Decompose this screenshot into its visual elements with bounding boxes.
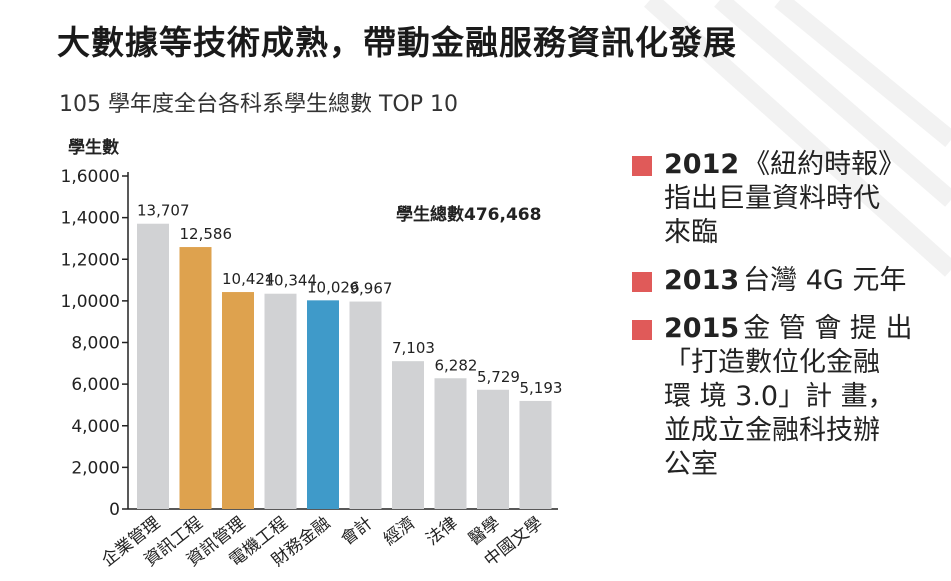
y-tick-label: 0 [109, 500, 120, 520]
bar [392, 361, 424, 509]
bar [307, 300, 339, 509]
chart-annotation: 學生總數476,468 [396, 204, 541, 225]
note-text: 金 管 會 提 出 「打造數位化金融 環 境 3.0」計 畫， 並成立金融科技辦… [664, 313, 913, 480]
bar [477, 389, 509, 509]
bar-value-label: 9,967 [350, 280, 393, 298]
y-tick-label: 1,0000 [61, 292, 120, 312]
y-axis-label: 學生數 [68, 137, 119, 158]
bar-value-label: 10,344 [265, 272, 318, 290]
y-tick-label: 1,2000 [61, 250, 120, 270]
chart-subtitle: 105 學年度全台各科系學生總數 TOP 10 [59, 92, 458, 117]
bar-value-label: 5,193 [520, 379, 563, 397]
timeline-notes: 2012 《紐約時報》 指出巨量資料時代 來臨 2013 台灣 4G 元年 2015… [632, 148, 932, 496]
bar [434, 378, 467, 509]
bar [264, 293, 297, 509]
x-tick-label: 會計 [337, 513, 376, 550]
bar [137, 223, 169, 509]
bar [349, 301, 382, 509]
square-bullet-icon [632, 272, 652, 292]
square-bullet-icon [632, 320, 652, 340]
note-year: 2013 [664, 265, 740, 296]
bar [222, 292, 254, 509]
y-tick-label: 6,000 [71, 375, 120, 395]
y-tick-label: 2,000 [71, 458, 120, 478]
bar-value-label: 13,707 [137, 202, 190, 220]
bar [519, 400, 552, 509]
y-tick-label: 1,6000 [61, 167, 120, 187]
bar-value-label: 12,586 [180, 225, 233, 243]
square-bullet-icon [632, 156, 652, 176]
note-text: 台灣 4G 元年 [743, 265, 907, 296]
x-tick-label: 經濟 [380, 513, 419, 550]
bar-value-label: 5,729 [477, 368, 520, 386]
bar-value-label: 6,282 [435, 356, 478, 374]
bar [179, 247, 212, 509]
page-title: 大數據等技術成熟，帶動金融服務資訊化發展 [57, 23, 737, 62]
bar-value-label: 7,103 [392, 339, 435, 357]
note-text: 《紐約時報》 指出巨量資料時代 來臨 [664, 149, 906, 248]
y-tick-label: 4,000 [71, 417, 120, 437]
note-year: 2012 [664, 149, 740, 180]
note-year: 2015 [664, 313, 740, 344]
bar-value-label: 10,424 [222, 270, 275, 288]
y-tick-label: 1,4000 [61, 209, 120, 229]
note-item: 2012 《紐約時報》 指出巨量資料時代 來臨 [632, 148, 932, 250]
y-tick-label: 8,000 [71, 334, 120, 354]
bar-chart: 學生數 0 2,000 4,000 6,000 8,000 1,0000 1,2000 1,40… [61, 137, 563, 571]
note-item: 2015 金 管 會 提 出 「打造數位化金融 環 境 3.0」計 畫， 並成立金… [632, 312, 932, 482]
bar-value-label: 10,026 [307, 278, 360, 296]
x-tick-label: 法律 [422, 513, 461, 550]
note-item: 2013 台灣 4G 元年 [632, 264, 932, 298]
